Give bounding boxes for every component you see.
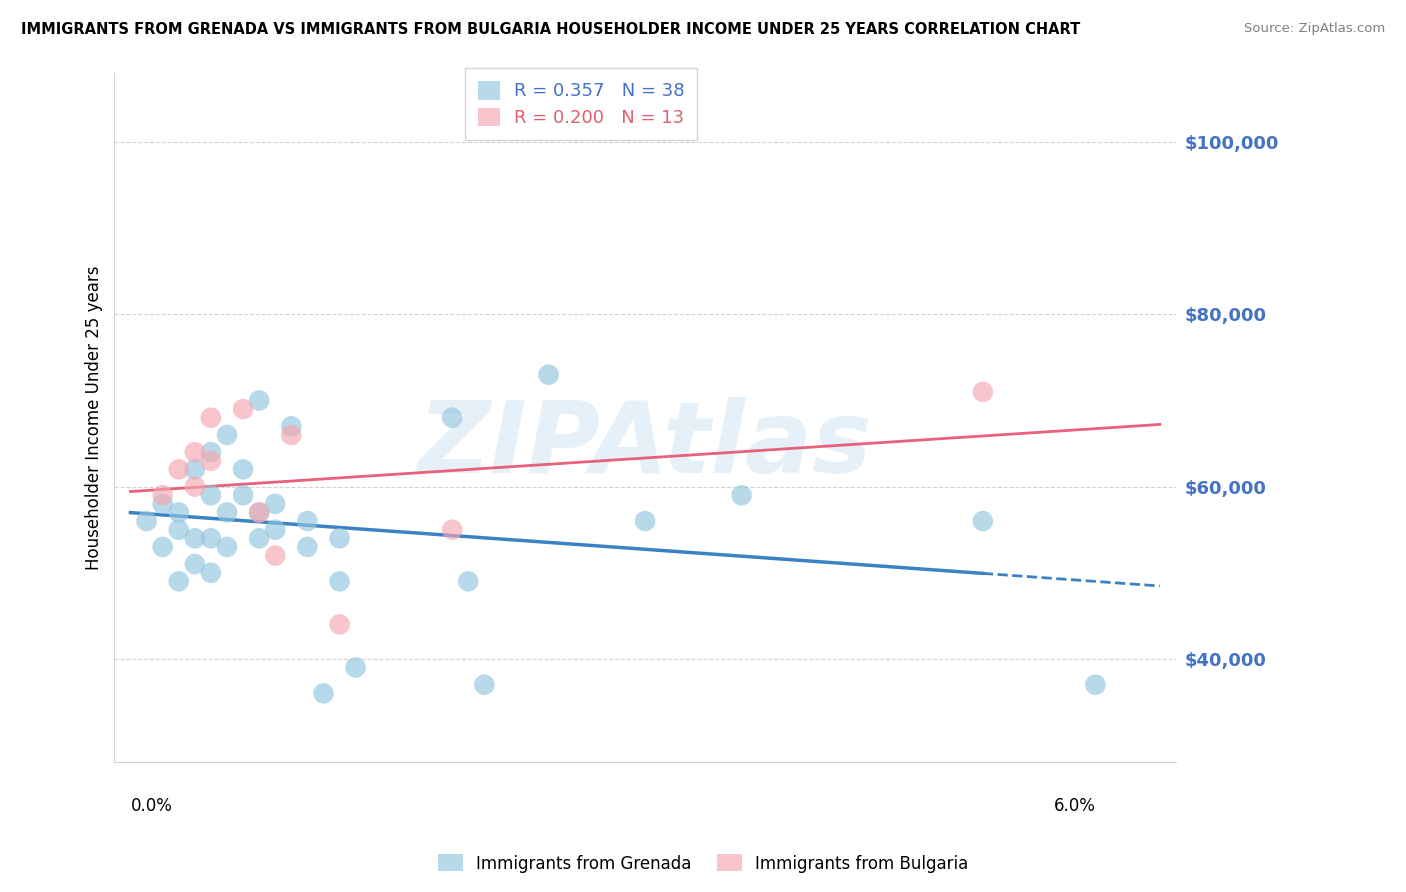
Point <box>215 540 238 554</box>
Point <box>184 480 207 494</box>
Point <box>167 574 190 589</box>
Point <box>280 419 302 434</box>
Point <box>730 488 752 502</box>
Point <box>200 488 222 502</box>
Point <box>441 410 464 425</box>
Point <box>264 549 287 563</box>
Point <box>152 488 174 502</box>
Point <box>264 523 287 537</box>
Point <box>232 402 254 417</box>
Point <box>247 506 270 520</box>
Point <box>1084 678 1107 692</box>
Text: IMMIGRANTS FROM GRENADA VS IMMIGRANTS FROM BULGARIA HOUSEHOLDER INCOME UNDER 25 : IMMIGRANTS FROM GRENADA VS IMMIGRANTS FR… <box>21 22 1080 37</box>
Point <box>634 514 657 528</box>
Point <box>297 540 319 554</box>
Point <box>152 540 174 554</box>
Point <box>167 506 190 520</box>
Text: 6.0%: 6.0% <box>1053 797 1095 814</box>
Point <box>441 523 464 537</box>
Point <box>200 566 222 580</box>
Point <box>200 410 222 425</box>
Point <box>247 506 270 520</box>
Point <box>167 462 190 476</box>
Point <box>184 557 207 571</box>
Point <box>135 514 157 528</box>
Point <box>329 531 352 545</box>
Point <box>312 686 335 700</box>
Legend: R = 0.357   N = 38, R = 0.200   N = 13: R = 0.357 N = 38, R = 0.200 N = 13 <box>465 69 697 140</box>
Point <box>472 678 495 692</box>
Point <box>457 574 479 589</box>
Point <box>184 462 207 476</box>
Point <box>184 445 207 459</box>
Point <box>232 488 254 502</box>
Point <box>297 514 319 528</box>
Point <box>280 428 302 442</box>
Point <box>200 531 222 545</box>
Point <box>247 531 270 545</box>
Legend: Immigrants from Grenada, Immigrants from Bulgaria: Immigrants from Grenada, Immigrants from… <box>432 847 974 880</box>
Point <box>232 462 254 476</box>
Point <box>972 384 994 399</box>
Point <box>167 523 190 537</box>
Point <box>184 531 207 545</box>
Point <box>247 393 270 408</box>
Y-axis label: Householder Income Under 25 years: Householder Income Under 25 years <box>86 266 103 570</box>
Point <box>344 660 367 674</box>
Point <box>215 428 238 442</box>
Point <box>972 514 994 528</box>
Point <box>200 445 222 459</box>
Point <box>200 454 222 468</box>
Point <box>264 497 287 511</box>
Point <box>152 497 174 511</box>
Point <box>537 368 560 382</box>
Point <box>329 617 352 632</box>
Text: 0.0%: 0.0% <box>131 797 173 814</box>
Text: ZIPAtlas: ZIPAtlas <box>418 397 873 494</box>
Point <box>215 506 238 520</box>
Text: Source: ZipAtlas.com: Source: ZipAtlas.com <box>1244 22 1385 36</box>
Point <box>329 574 352 589</box>
